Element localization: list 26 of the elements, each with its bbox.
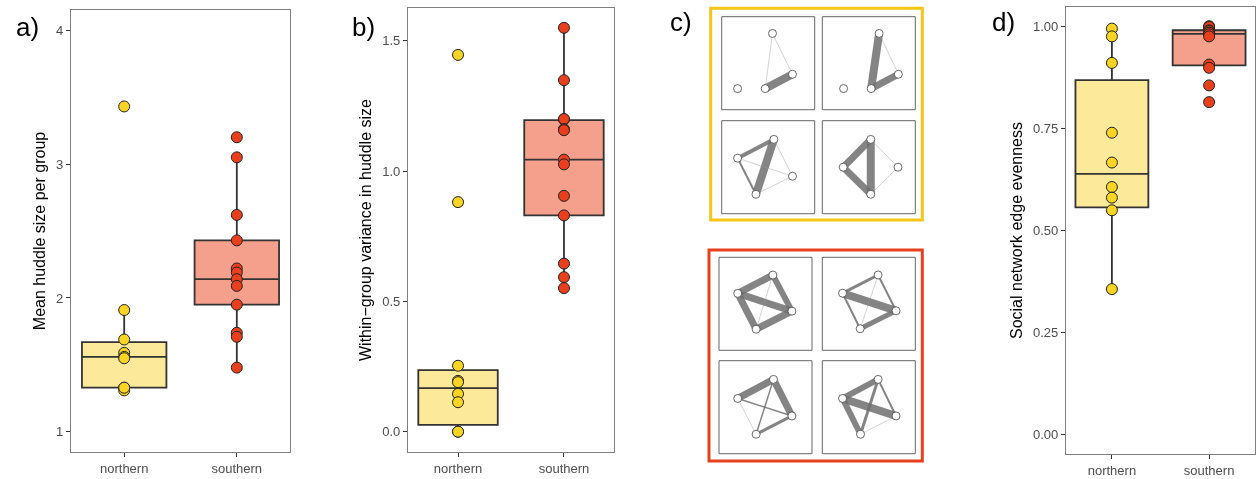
y-tick-label: 4 bbox=[56, 22, 64, 38]
y-axis-title: Within−group variance in huddle size bbox=[357, 98, 375, 361]
y-tick-label: 0.00 bbox=[1032, 426, 1059, 442]
chart-title: d) bbox=[992, 7, 1016, 37]
y-tick-label: 0.5 bbox=[382, 293, 401, 309]
text: c) bbox=[670, 7, 692, 37]
chart-title: b) bbox=[352, 12, 376, 42]
y-tick-label: 0.50 bbox=[1032, 222, 1059, 238]
x-tick-label: southern bbox=[538, 460, 590, 476]
y-axis-title: Social network edge evenness bbox=[1007, 121, 1025, 340]
chart-title: a) bbox=[16, 12, 40, 42]
x-tick-label: southern bbox=[211, 460, 263, 476]
x-tick-label: northern bbox=[99, 460, 149, 476]
y-tick-label: 0.0 bbox=[382, 424, 401, 440]
y-tick-label: 0.25 bbox=[1032, 324, 1059, 340]
x-tick-label: northern bbox=[1087, 462, 1137, 478]
y-tick-label: 1.5 bbox=[382, 33, 401, 49]
y-tick-label: 3 bbox=[56, 156, 64, 172]
y-axis-title: Mean huddle size per group bbox=[30, 131, 48, 331]
y-tick-label: 1 bbox=[56, 424, 64, 440]
y-tick-label: 1.0 bbox=[382, 163, 401, 179]
y-tick-label: 0.75 bbox=[1032, 120, 1059, 136]
x-tick-label: northern bbox=[433, 460, 483, 476]
y-tick-label: 2 bbox=[56, 290, 64, 306]
x-tick-label: southern bbox=[1183, 462, 1235, 478]
y-tick-label: 1.00 bbox=[1032, 18, 1059, 34]
